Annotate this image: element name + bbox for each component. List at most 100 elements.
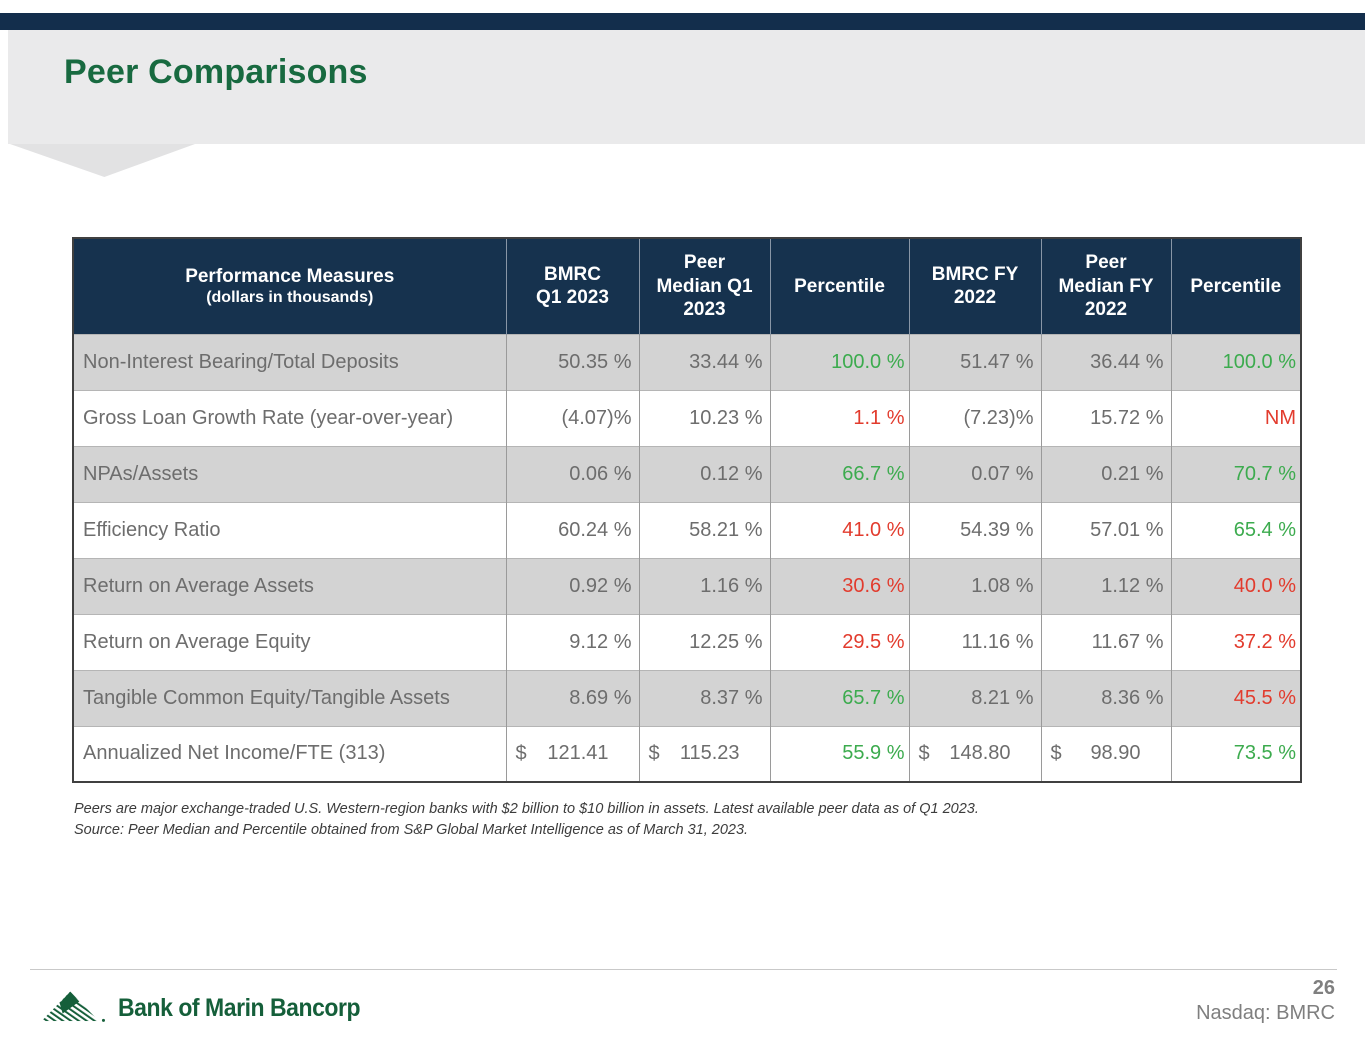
- cell-value: 100.0 %: [1171, 333, 1301, 390]
- column-header: Peer Median FY 2022: [1041, 238, 1172, 334]
- footer-divider: [30, 969, 1337, 970]
- row-label: Return on Average Assets: [73, 557, 507, 614]
- peer-comparison-table-wrap: Performance Measures (dollars in thousan…: [72, 237, 1302, 783]
- cell-value: 1.12 %: [1041, 557, 1172, 614]
- cell-value: 73.5 %: [1171, 725, 1301, 782]
- cell-value: $121.41: [506, 725, 640, 782]
- cell-value: $115.23: [639, 725, 771, 782]
- amount: 121.41: [547, 742, 609, 765]
- measures-title: Performance Measures: [185, 265, 395, 287]
- amount: 148.80: [949, 742, 1011, 765]
- cell-value: (4.07)%: [506, 389, 640, 446]
- mountain-hatch-icon: [40, 986, 108, 1031]
- logo-text: Bank of Marin Bancorp: [118, 994, 361, 1022]
- company-logo: Bank of Marin Bancorp: [40, 986, 381, 1031]
- page-title: Peer Comparisons: [64, 53, 368, 91]
- measures-subtitle: (dollars in thousands): [206, 289, 374, 307]
- table-row: Annualized Net Income/FTE (313) $121.41 $1…: [73, 725, 1301, 782]
- cell-value: 65.4 %: [1171, 501, 1301, 558]
- cell-value: 8.36 %: [1041, 669, 1172, 726]
- cell-value: 70.7 %: [1171, 445, 1301, 502]
- cell-value: 0.92 %: [506, 557, 640, 614]
- cell-value: 29.5 %: [770, 613, 910, 670]
- row-label: Return on Average Equity: [73, 613, 507, 670]
- dollar-sign: $: [1050, 742, 1062, 765]
- column-header: Percentile: [770, 238, 910, 334]
- peer-comparison-table: Performance Measures (dollars in thousan…: [72, 237, 1302, 783]
- cell-value: 1.1 %: [770, 389, 910, 446]
- cell-value: 12.25 %: [639, 613, 771, 670]
- table-row: Gross Loan Growth Rate (year-over-year)(…: [73, 389, 1301, 446]
- cell-value: 0.21 %: [1041, 445, 1172, 502]
- cell-value: 50.35 %: [506, 333, 640, 390]
- cell-value: 51.47 %: [909, 333, 1042, 390]
- cell-value: 8.69 %: [506, 669, 640, 726]
- cell-value: 36.44 %: [1041, 333, 1172, 390]
- top-accent-bar: [0, 13, 1365, 30]
- footnotes: Peers are major exchange-traded U.S. Wes…: [74, 799, 979, 841]
- column-header: BMRC Q1 2023: [506, 238, 640, 334]
- title-band: [8, 30, 1365, 144]
- table-row: Return on Average Assets 0.92 % 1.16 % 30.6…: [73, 557, 1301, 614]
- cell-value: 15.72 %: [1041, 389, 1172, 446]
- cell-value: 66.7 %: [770, 445, 910, 502]
- row-label: Non-Interest Bearing/Total Deposits: [73, 333, 507, 390]
- table-body: Non-Interest Bearing/Total Deposits 50.35…: [73, 333, 1301, 782]
- cell-value: 54.39 %: [909, 501, 1042, 558]
- cell-value: 40.0 %: [1171, 557, 1301, 614]
- footer-info: 26 Nasdaq: BMRC: [1196, 977, 1335, 1025]
- cell-value: 0.12 %: [639, 445, 771, 502]
- footnote-line: Peers are major exchange-traded U.S. Wes…: [74, 801, 979, 817]
- column-header: BMRC FY 2022: [909, 238, 1042, 334]
- cell-value: $98.90: [1041, 725, 1172, 782]
- footnote-line: Source: Peer Median and Percentile obtai…: [74, 822, 749, 839]
- cell-value: 30.6 %: [770, 557, 910, 614]
- table-row: Tangible Common Equity/Tangible Assets 8.…: [73, 669, 1301, 726]
- column-header: Peer Median Q1 2023: [639, 238, 771, 334]
- cell-value: 58.21 %: [639, 501, 771, 558]
- dollar-sign: $: [515, 742, 527, 765]
- column-header-measures: Performance Measures (dollars in thousan…: [73, 238, 507, 334]
- cell-value: 55.9 %: [770, 725, 910, 782]
- cell-value: 45.5 %: [1171, 669, 1301, 726]
- cell-value: (7.23)%: [909, 389, 1042, 446]
- cell-value: 8.37 %: [639, 669, 771, 726]
- table-row: Efficiency Ratio 60.24 % 58.21 % 41.0 % 54.3…: [73, 501, 1301, 558]
- column-header: Percentile: [1171, 238, 1301, 334]
- cell-value: 37.2 %: [1171, 613, 1301, 670]
- cell-value: 1.08 %: [909, 557, 1042, 614]
- amount: 115.23: [679, 742, 740, 765]
- cell-value: 100.0 %: [770, 333, 910, 390]
- row-label: Gross Loan Growth Rate (year-over-year): [73, 389, 507, 446]
- table-row: NPAs/Assets 0.06 % 0.12 % 66.7 % 0.07 % 0.21 …: [73, 445, 1301, 502]
- cell-value: 33.44 %: [639, 333, 771, 390]
- table-row: Non-Interest Bearing/Total Deposits 50.35…: [73, 333, 1301, 390]
- cell-value: NM: [1171, 389, 1301, 446]
- cell-value: 57.01 %: [1041, 501, 1172, 558]
- cell-value: 10.23 %: [639, 389, 771, 446]
- row-label: Tangible Common Equity/Tangible Assets: [73, 669, 507, 726]
- ticker-label: Nasdaq: BMRC: [1196, 1002, 1335, 1024]
- cell-value: 11.16 %: [909, 613, 1042, 670]
- cell-value: 65.7 %: [770, 669, 910, 726]
- cell-value: 1.16 %: [639, 557, 771, 614]
- cell-value: 11.67 %: [1041, 613, 1172, 670]
- cell-value: 41.0 %: [770, 501, 910, 558]
- cell-value: 0.06 %: [506, 445, 640, 502]
- dollar-sign: $: [648, 742, 660, 765]
- cell-value: 60.24 %: [506, 501, 640, 558]
- cell-value: 0.07 %: [909, 445, 1042, 502]
- amount: 98.90: [1090, 742, 1141, 765]
- dollar-sign: $: [918, 742, 930, 765]
- row-label: Annualized Net Income/FTE (313): [73, 725, 507, 782]
- row-label: NPAs/Assets: [73, 445, 507, 502]
- page-number: 26: [1312, 977, 1335, 999]
- cell-value: $148.80: [909, 725, 1042, 782]
- cell-value: 9.12 %: [506, 613, 640, 670]
- band-chevron-decoration: [10, 144, 195, 177]
- row-label: Efficiency Ratio: [73, 501, 507, 558]
- table-head-row: Performance Measures (dollars in thousan…: [73, 238, 1301, 334]
- cell-value: 8.21 %: [909, 669, 1042, 726]
- table-row: Return on Average Equity 9.12 % 12.25 % 29.…: [73, 613, 1301, 670]
